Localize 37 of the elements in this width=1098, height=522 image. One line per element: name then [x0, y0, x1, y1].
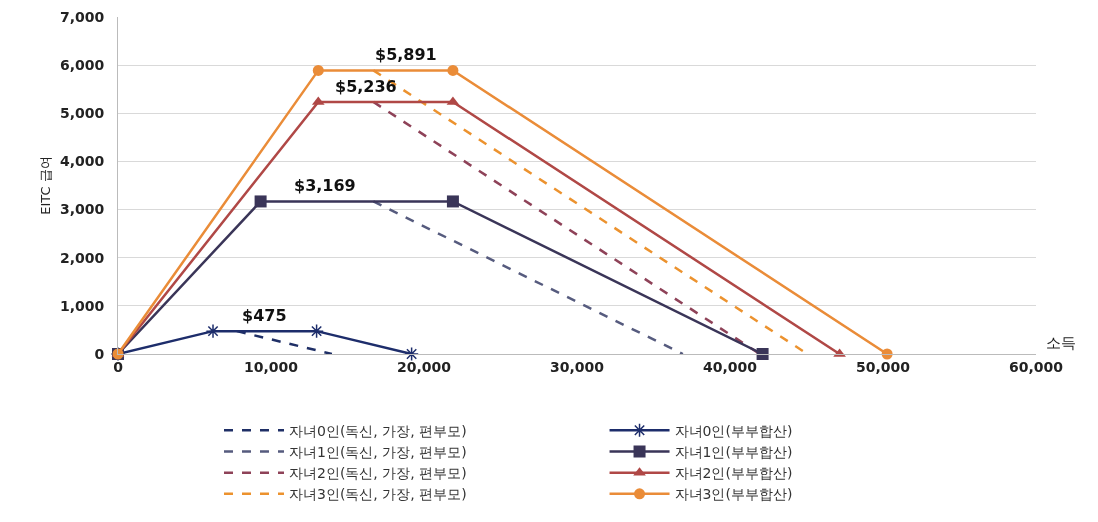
legend-label: 자녀2인(독신, 가장, 편부모): [288, 465, 467, 482]
y-tick-label: 6,000: [59, 57, 105, 74]
legend-label: 자녀0인(독신, 가장, 편부모): [288, 422, 467, 439]
annotation: $3,169: [294, 176, 356, 195]
y-tick-label: 5,000: [59, 105, 105, 122]
point: [446, 195, 459, 208]
y-tick-label: 0: [94, 345, 105, 362]
y-tick-label: 7,000: [59, 8, 105, 25]
point: [309, 323, 324, 339]
legend-label: 자녀1인(독신, 가장, 편부모): [288, 443, 467, 460]
point: [254, 195, 267, 208]
y-tick-label: 1,000: [59, 297, 105, 314]
x-tick-label: 20,000: [396, 358, 452, 375]
y-tick-label: 3,000: [59, 201, 105, 218]
x-tick-label: 0: [113, 358, 124, 375]
point: [756, 348, 769, 360]
point: [447, 64, 459, 76]
x-tick-label: 50,000: [855, 358, 911, 375]
x-axis-title: 소득: [1046, 334, 1076, 352]
x-tick-label: 30,000: [549, 358, 605, 375]
x-tick-label: 60,000: [1008, 358, 1064, 375]
annotation: $475: [242, 306, 287, 325]
legend-label: 자녀0인(부부합산): [674, 422, 793, 439]
annotation: $5,891: [375, 45, 437, 64]
legend-label: 자녀3인(독신, 가장, 편부모): [288, 486, 467, 503]
x-tick-label: 10,000: [243, 358, 299, 375]
y-axis-title: EITC 급여: [37, 156, 53, 215]
point: [312, 64, 324, 76]
x-tick-label: 40,000: [702, 358, 758, 375]
annotation: $5,236: [335, 77, 397, 96]
legend-label: 자녀2인(부부합산): [674, 465, 793, 482]
point: [205, 323, 221, 339]
legend-label: 자녀3인(부부합산): [674, 486, 793, 503]
y-tick-label: 4,000: [59, 153, 105, 170]
legend-label: 자녀1인(부부합산): [674, 443, 793, 460]
y-tick-label: 2,000: [59, 249, 105, 266]
point: [404, 346, 419, 362]
